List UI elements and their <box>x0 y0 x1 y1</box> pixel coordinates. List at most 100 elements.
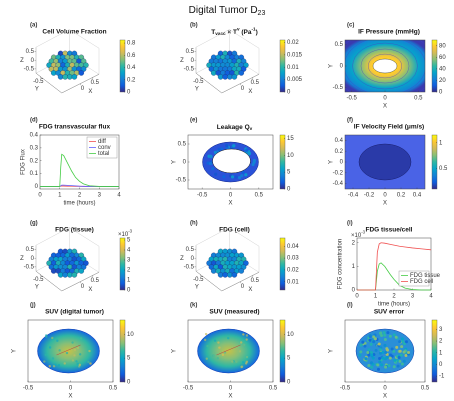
x-tick-label: 0.5 <box>414 96 423 102</box>
x-tick-label: 0.2 <box>397 193 406 199</box>
panel-label: (d) <box>30 118 38 124</box>
x-axis-label: X <box>383 394 387 400</box>
suv-speck <box>76 346 80 350</box>
suv-speck <box>239 341 243 344</box>
colorbar-tick-label: 0 <box>127 90 131 96</box>
y-axis-label: Y <box>329 160 335 164</box>
suv-speck <box>48 365 51 368</box>
y-tick-label: 0.2 <box>30 158 39 164</box>
x-tick-label: 0.5 <box>251 80 260 86</box>
colorbar <box>279 39 286 93</box>
leakage-cell <box>208 154 213 158</box>
error-speck <box>402 342 406 346</box>
leakage-cell <box>225 143 229 148</box>
title-subscript: 23 <box>258 10 266 17</box>
colorbar-tick-label: 40 <box>439 66 446 72</box>
heatmap-image <box>355 328 415 374</box>
tumor-region <box>372 58 398 74</box>
suv-mark <box>216 344 241 356</box>
colorbar-tick-label: 0 <box>127 380 131 386</box>
suv-speck <box>51 336 54 340</box>
tumor-cell <box>238 70 245 76</box>
suv-speck <box>245 338 248 341</box>
suv-speck <box>205 357 208 360</box>
panel-label: (l) <box>347 303 353 309</box>
suv-speck <box>242 333 245 336</box>
colorbar <box>431 39 438 93</box>
suv-speck <box>65 351 69 355</box>
y-axis-label: Y <box>329 64 335 68</box>
panel-title: IF Pressure (mmHg) <box>358 29 420 36</box>
error-speck <box>394 335 398 339</box>
tumor-cell <box>210 268 217 274</box>
x-tick-label: 0 <box>241 284 245 290</box>
error-speck <box>383 338 387 342</box>
error-speck <box>379 348 383 352</box>
tumor-cells <box>206 248 249 278</box>
panel-title: SUV (digital tumor) <box>45 309 104 316</box>
x-tick-label: 1 <box>58 193 62 199</box>
error-speck <box>377 342 381 346</box>
colorbar-tick-label: 0.5 <box>439 166 448 172</box>
legend-label: FDG cell <box>410 279 433 285</box>
heatmap-image <box>345 135 425 189</box>
y-tick-label: -0.5 <box>176 178 187 184</box>
colorbar-tick-label: 4 <box>127 248 131 254</box>
box-edge <box>195 29 230 48</box>
error-speck <box>398 349 402 353</box>
colorbar <box>119 319 126 383</box>
tumor-cell <box>78 70 85 76</box>
suv-speck <box>242 360 245 364</box>
suv-speck <box>45 334 48 337</box>
leakage-cell <box>240 174 244 178</box>
x-tick-label: -0.5 <box>183 386 194 392</box>
box-edge <box>69 227 100 247</box>
error-speck <box>407 351 411 355</box>
error-speck <box>372 335 376 339</box>
colorbar-tick-label: 1 <box>439 350 443 356</box>
y-axis-label: Y <box>12 349 18 353</box>
suv-speck <box>75 360 78 363</box>
colorbar <box>119 39 126 93</box>
x-axis-label: X <box>228 201 232 207</box>
z-tick-label: -0.5 <box>184 66 195 72</box>
error-speck <box>367 364 371 368</box>
colorbar-tick-label: 10 <box>127 332 134 338</box>
leakage-core <box>212 148 251 174</box>
y-tick-label: 0.5 <box>335 42 344 48</box>
leakage-cell <box>208 162 213 166</box>
tumor-cell <box>67 74 73 80</box>
error-speck <box>384 365 388 369</box>
error-speck <box>398 359 402 363</box>
z-tick-label: -0.5 <box>184 264 195 270</box>
x-tick-label: 0.5 <box>251 278 260 284</box>
error-speck <box>372 352 376 356</box>
colorbar-tick-label: 0 <box>287 90 291 96</box>
z-tick-label: 0 <box>31 58 35 64</box>
x-tick-label: 0 <box>38 193 42 199</box>
leakage-cell <box>232 144 236 148</box>
error-speck <box>400 337 404 341</box>
panel-label: (a) <box>30 23 37 29</box>
suv-blob <box>37 328 100 374</box>
tumor-cell <box>217 272 224 278</box>
suv-speck <box>78 363 82 367</box>
y-axis-label: Y <box>329 349 335 353</box>
x-tick-label: -0.5 <box>197 193 208 199</box>
error-speck <box>359 350 363 354</box>
error-speck <box>382 331 386 335</box>
x-tick-label: 3 <box>98 193 102 199</box>
x-tick-label: 0.5 <box>109 386 118 392</box>
suv-speck <box>238 350 242 353</box>
tumor-cell <box>217 74 224 80</box>
error-speck <box>378 351 382 355</box>
error-speck <box>367 353 371 357</box>
error-speck <box>370 365 374 369</box>
suv-speck <box>43 360 46 363</box>
leakage-cell <box>206 161 210 165</box>
text-part: -1 <box>251 27 256 32</box>
error-speck <box>397 355 401 359</box>
panel-label: (i) <box>347 221 353 227</box>
x-axis-label: X <box>228 394 232 400</box>
z-tick-label: -0.5 <box>24 264 35 270</box>
